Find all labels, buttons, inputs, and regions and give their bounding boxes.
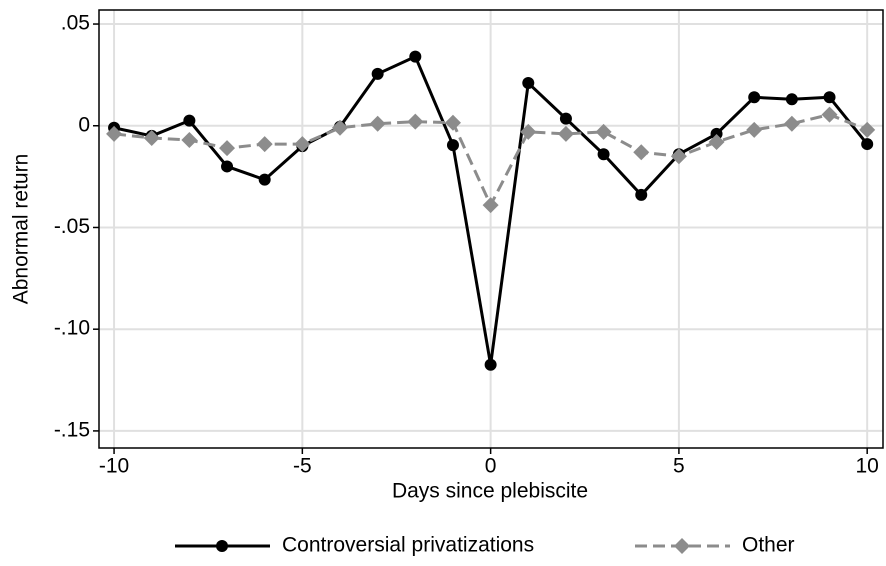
data-point (635, 188, 648, 201)
y-tick-label: 0 (78, 113, 90, 136)
data-point (258, 173, 271, 186)
x-tick-label: -10 (99, 455, 129, 478)
y-tick-label: -.05 (54, 215, 90, 238)
data-point (633, 144, 650, 161)
data-point (484, 358, 497, 371)
legend-label: Controversial privatizations (282, 534, 534, 557)
data-point (371, 67, 384, 80)
y-tick-label: -.10 (54, 317, 90, 340)
data-point (444, 114, 461, 131)
data-point (821, 106, 838, 123)
data-point (294, 136, 311, 153)
data-point (256, 136, 273, 153)
data-point (748, 91, 761, 104)
data-point (595, 123, 612, 140)
data-point (559, 112, 572, 125)
data-point (746, 121, 763, 138)
data-point (482, 197, 499, 214)
data-point (783, 115, 800, 132)
data-point (710, 127, 723, 140)
data-point (407, 113, 424, 130)
data-point (522, 77, 535, 90)
data-point (221, 160, 234, 173)
y-axis-label: Abnormal return (10, 154, 33, 305)
data-point (823, 91, 836, 104)
data-point (597, 148, 610, 161)
data-point (331, 119, 348, 136)
data-point (520, 123, 537, 140)
data-point (708, 134, 725, 151)
data-point (861, 138, 874, 151)
data-point (859, 121, 876, 138)
data-point (785, 93, 798, 106)
data-point (219, 140, 236, 157)
data-point (369, 115, 386, 132)
x-tick-label: -5 (293, 455, 312, 478)
data-point (670, 148, 687, 165)
y-tick-label: .05 (61, 12, 90, 35)
data-point (183, 114, 196, 127)
x-tick-label: 5 (673, 455, 685, 478)
x-tick-label: 0 (485, 455, 497, 478)
legend-marker (216, 540, 228, 552)
y-tick-label: -.15 (54, 418, 90, 441)
legend-marker (674, 538, 690, 554)
data-point (446, 139, 459, 152)
data-point (409, 50, 422, 63)
data-point (181, 131, 198, 148)
x-axis-label: Days since plebiscite (392, 480, 588, 503)
legend-label: Other (742, 534, 795, 557)
data-point (143, 129, 160, 146)
plot-frame (98, 9, 884, 449)
data-point (106, 125, 123, 142)
x-tick-label: 10 (856, 455, 879, 478)
data-point (557, 125, 574, 142)
